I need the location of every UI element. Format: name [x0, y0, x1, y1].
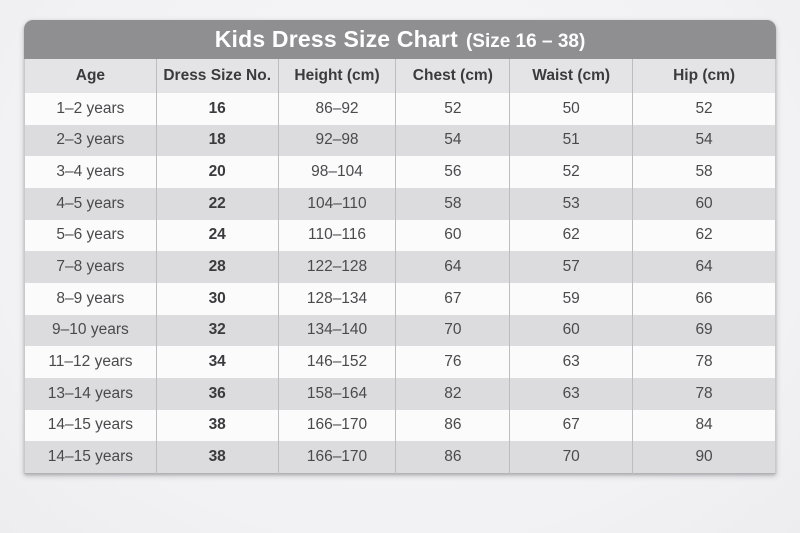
column-header-height: Height (cm) [277, 59, 396, 93]
cell-chest: 86 [395, 409, 510, 442]
cell-waist: 59 [509, 282, 633, 315]
table-row: 3–4 years 20 98–104 56 52 58 [24, 156, 776, 188]
cell-dress-size: 18 [155, 124, 279, 157]
cell-waist: 57 [509, 251, 633, 283]
cell-chest: 58 [395, 187, 510, 220]
cell-waist: 51 [509, 124, 633, 157]
cell-age: 11–12 years [24, 346, 157, 378]
cell-age: 5–6 years [24, 219, 157, 252]
cell-chest: 76 [395, 346, 510, 378]
cell-height: 166–170 [277, 441, 396, 474]
cell-hip: 90 [632, 441, 776, 474]
cell-dress-size: 22 [155, 187, 279, 220]
table-row: 1–2 years 16 86–92 52 50 52 [24, 93, 776, 125]
cell-chest: 82 [395, 377, 510, 410]
cell-height: 92–98 [277, 124, 396, 157]
cell-chest: 52 [395, 93, 510, 125]
cell-height: 98–104 [277, 156, 396, 188]
cell-dress-size: 38 [155, 409, 279, 442]
cell-chest: 86 [395, 441, 510, 474]
table-row: 5–6 years 24 110–116 60 62 62 [24, 219, 776, 252]
cell-hip: 69 [632, 314, 776, 347]
cell-chest: 64 [395, 251, 510, 283]
cell-dress-size: 16 [155, 93, 279, 125]
cell-hip: 78 [632, 346, 776, 378]
cell-waist: 63 [509, 377, 633, 410]
cell-hip: 84 [632, 409, 776, 442]
cell-waist: 62 [509, 219, 633, 252]
cell-waist: 60 [509, 314, 633, 347]
cell-hip: 78 [632, 377, 776, 410]
cell-waist: 63 [509, 346, 633, 378]
cell-age: 1–2 years [24, 93, 157, 125]
cell-hip: 66 [632, 282, 776, 315]
cell-height: 110–116 [277, 219, 396, 252]
cell-age: 14–15 years [24, 409, 157, 442]
cell-age: 9–10 years [24, 314, 157, 347]
header-row: Age Dress Size No. Height (cm) Chest (cm) Wa… [24, 59, 776, 93]
cell-waist: 50 [509, 93, 633, 125]
table-row: 11–12 years 34 146–152 76 63 78 [24, 346, 776, 378]
cell-waist: 67 [509, 409, 633, 442]
cell-age: 3–4 years [24, 156, 157, 188]
column-header-dress-size: Dress Size No. [155, 59, 279, 93]
size-chart-card: Kids Dress Size Chart (Size 16 – 38) Age D… [24, 20, 776, 474]
cell-dress-size: 20 [155, 156, 279, 188]
cell-age: 2–3 years [24, 124, 157, 157]
column-header-chest: Chest (cm) [395, 59, 510, 93]
cell-height: 104–110 [277, 187, 396, 220]
cell-height: 128–134 [277, 282, 396, 315]
cell-chest: 54 [395, 124, 510, 157]
cell-chest: 67 [395, 282, 510, 315]
table-row: 7–8 years 28 122–128 64 57 64 [24, 251, 776, 283]
cell-waist: 53 [509, 187, 633, 220]
chart-title-bar: Kids Dress Size Chart (Size 16 – 38) [24, 20, 776, 59]
cell-chest: 70 [395, 314, 510, 347]
cell-waist: 70 [509, 441, 633, 474]
column-header-age: Age [24, 59, 157, 93]
cell-age: 14–15 years [24, 441, 157, 474]
cell-dress-size: 24 [155, 219, 279, 252]
table-row: 2–3 years 18 92–98 54 51 54 [24, 124, 776, 157]
cell-hip: 52 [632, 93, 776, 125]
column-header-hip: Hip (cm) [632, 59, 776, 93]
column-header-waist: Waist (cm) [509, 59, 633, 93]
cell-dress-size: 34 [155, 346, 279, 378]
cell-dress-size: 38 [155, 441, 279, 474]
size-chart-table: Age Dress Size No. Height (cm) Chest (cm) Wa… [24, 59, 776, 474]
cell-age: 7–8 years [24, 251, 157, 283]
cell-age: 13–14 years [24, 377, 157, 410]
table-row: 14–15 years 38 166–170 86 67 84 [24, 409, 776, 442]
cell-dress-size: 28 [155, 251, 279, 283]
cell-hip: 60 [632, 187, 776, 220]
cell-height: 158–164 [277, 377, 396, 410]
cell-chest: 60 [395, 219, 510, 252]
cell-height: 146–152 [277, 346, 396, 378]
cell-age: 8–9 years [24, 282, 157, 315]
chart-title: Kids Dress Size Chart [214, 26, 458, 52]
cell-waist: 52 [509, 156, 633, 188]
table-row: 4–5 years 22 104–110 58 53 60 [24, 187, 776, 220]
table-row: 13–14 years 36 158–164 82 63 78 [24, 377, 776, 410]
cell-age: 4–5 years [24, 187, 157, 220]
cell-hip: 54 [632, 124, 776, 157]
table-row: 8–9 years 30 128–134 67 59 66 [24, 282, 776, 315]
cell-height: 122–128 [277, 251, 396, 283]
cell-dress-size: 32 [155, 314, 279, 347]
cell-chest: 56 [395, 156, 510, 188]
cell-hip: 64 [632, 251, 776, 283]
cell-hip: 58 [632, 156, 776, 188]
chart-title-suffix: (Size 16 – 38) [465, 31, 586, 52]
table-row: 14–15 years 38 166–170 86 70 90 [24, 441, 776, 474]
cell-height: 134–140 [277, 314, 396, 347]
cell-height: 166–170 [277, 409, 396, 442]
cell-height: 86–92 [277, 93, 396, 125]
table-row: 9–10 years 32 134–140 70 60 69 [24, 314, 776, 347]
cell-dress-size: 30 [155, 282, 279, 315]
cell-hip: 62 [632, 219, 776, 252]
cell-dress-size: 36 [155, 377, 279, 410]
